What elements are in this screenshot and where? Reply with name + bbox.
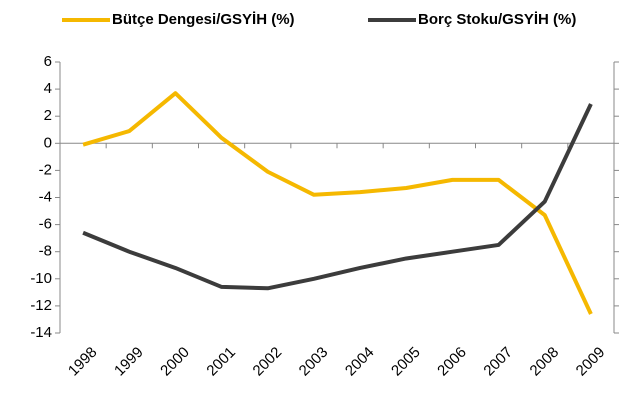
y-tick-label: 0 [44,134,52,151]
x-tick-label: 2006 [434,344,470,380]
x-tick-label: 2005 [388,344,424,380]
y-tick-label: -10 [30,270,52,287]
y-tick-label: -4 [39,188,52,205]
x-tick-label: 2000 [157,344,193,380]
y-tick-label: -14 [30,324,52,341]
x-tick-label: 1998 [65,344,101,380]
x-tick-label: 1999 [111,344,147,380]
legend-label: Borç Stoku/GSYİH (%) [418,11,576,28]
x-tick-label: 2002 [250,344,286,380]
y-tick-label: 6 [44,53,52,70]
x-tick-label: 2009 [573,344,609,380]
x-tick-label: 2001 [203,344,239,380]
y-tick-label: -6 [39,216,52,233]
x-tick-label: 2007 [480,344,516,380]
x-tick-label: 2008 [527,344,563,380]
y-tick-label: -8 [39,243,52,260]
x-tick-label: 2003 [296,344,332,380]
legend-label: Bütçe Dengesi/GSYİH (%) [112,11,295,28]
line-series [82,103,593,291]
y-tick-label: -2 [39,161,52,178]
x-tick-label: 2004 [342,344,378,380]
line-series [82,91,593,315]
y-tick-label: 4 [44,80,52,97]
y-tick-label: -12 [30,297,52,314]
y-tick-label: 2 [44,107,52,124]
